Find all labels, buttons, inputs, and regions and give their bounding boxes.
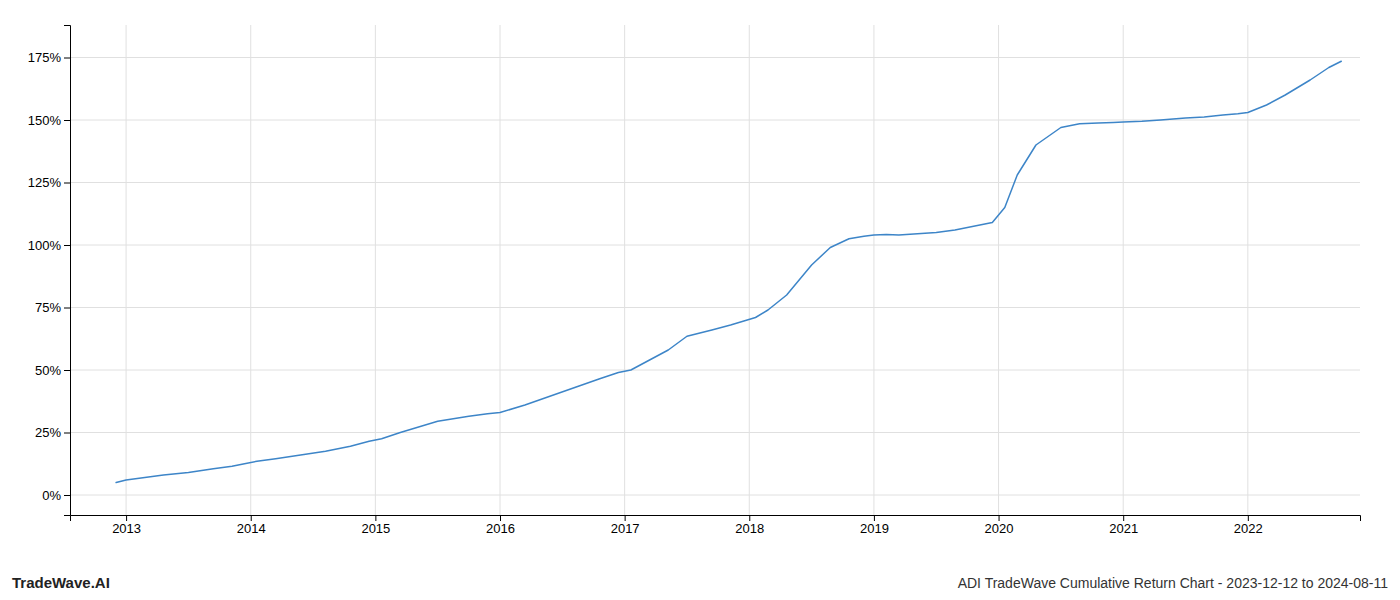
y-tick-label: 175% bbox=[28, 50, 62, 65]
x-tick: 2016 bbox=[486, 515, 515, 536]
y-tick: 150% bbox=[28, 113, 70, 128]
y-tick-mark bbox=[64, 120, 70, 121]
y-tick-mark bbox=[64, 433, 70, 434]
grid-line-x bbox=[1247, 25, 1248, 515]
x-axis-line bbox=[71, 516, 1361, 522]
x-tick-label: 2015 bbox=[361, 521, 390, 536]
x-tick-mark bbox=[500, 515, 501, 521]
x-tick-mark bbox=[874, 515, 875, 521]
x-tick: 2021 bbox=[1109, 515, 1138, 536]
x-tick-mark bbox=[749, 515, 750, 521]
x-tick: 2019 bbox=[860, 515, 889, 536]
x-tick: 2018 bbox=[735, 515, 764, 536]
grid-line-y bbox=[70, 245, 1360, 246]
y-tick: 75% bbox=[35, 300, 70, 315]
x-tick-mark bbox=[1123, 515, 1124, 521]
x-tick-label: 2014 bbox=[237, 521, 266, 536]
y-tick-mark bbox=[64, 183, 70, 184]
line bbox=[116, 61, 1341, 482]
grid-line-x bbox=[998, 25, 999, 515]
x-tick-label: 2013 bbox=[112, 521, 141, 536]
title: ADI TradeWave Cumulative Return Chart - … bbox=[958, 575, 1389, 591]
y-tick: 0% bbox=[42, 488, 70, 503]
y-tick: 50% bbox=[35, 363, 70, 378]
x-tick-label: 2017 bbox=[611, 521, 640, 536]
x-tick: 2022 bbox=[1234, 515, 1263, 536]
y-tick-label: 25% bbox=[35, 425, 61, 440]
grid-line-x bbox=[375, 25, 376, 515]
grid-line-y bbox=[70, 495, 1360, 496]
x-tick-mark bbox=[999, 515, 1000, 521]
y-tick-mark bbox=[64, 495, 70, 496]
y-tick-mark bbox=[64, 308, 70, 309]
grid-line-y bbox=[70, 370, 1360, 371]
grid-line-x bbox=[873, 25, 874, 515]
plot: 2013 2014 2015 2016 2017 2018 2019 2020 2021 2022… bbox=[28, 25, 1361, 536]
y-tick-label: 75% bbox=[35, 300, 61, 315]
grid-line-y bbox=[70, 57, 1360, 58]
x-tick-label: 2019 bbox=[860, 521, 889, 536]
x-tick: 2013 bbox=[112, 515, 141, 536]
y-tick-mark bbox=[64, 370, 70, 371]
grid-line-x bbox=[624, 25, 625, 515]
y-tick-label: 0% bbox=[42, 488, 61, 503]
x-tick-label: 2016 bbox=[486, 521, 515, 536]
y-tick: 25% bbox=[35, 425, 70, 440]
grid-line-x bbox=[126, 25, 127, 515]
grid-line-x bbox=[250, 25, 251, 515]
x-tick-label: 2021 bbox=[1109, 521, 1138, 536]
y-tick: 100% bbox=[28, 238, 70, 253]
x-tick-mark bbox=[375, 515, 376, 521]
grid-line-y bbox=[70, 307, 1360, 308]
x-tick-mark bbox=[126, 515, 127, 521]
grid-line-y bbox=[70, 182, 1360, 183]
grid bbox=[70, 25, 1360, 515]
y-axis-line bbox=[64, 26, 71, 516]
y-tick-mark bbox=[64, 245, 70, 246]
chart: 2013 2014 2015 2016 2017 2018 2019 2020 2021 2022… bbox=[0, 0, 1400, 600]
y-tick: 175% bbox=[28, 50, 70, 65]
y-tick-label: 50% bbox=[35, 363, 61, 378]
y-tick-label: 150% bbox=[28, 113, 62, 128]
grid-line-y bbox=[70, 432, 1360, 433]
y-tick-mark bbox=[64, 58, 70, 59]
grid-line-x bbox=[1123, 25, 1124, 515]
grid-line-x bbox=[500, 25, 501, 515]
x-tick: 2017 bbox=[611, 515, 640, 536]
marks bbox=[116, 61, 1341, 482]
x-tick: 2020 bbox=[985, 515, 1014, 536]
watermark: TradeWave.AI bbox=[12, 574, 110, 591]
x-tick-mark bbox=[625, 515, 626, 521]
x-tick-mark bbox=[1248, 515, 1249, 521]
y-tick-label: 100% bbox=[28, 238, 62, 253]
x-tick-label: 2022 bbox=[1234, 521, 1263, 536]
x-tick: 2014 bbox=[237, 515, 266, 536]
grid-line-x bbox=[749, 25, 750, 515]
x-tick-label: 2020 bbox=[985, 521, 1014, 536]
x-axis: 2013 2014 2015 2016 2017 2018 2019 2020 2021 2022 bbox=[71, 515, 1361, 536]
x-tick-label: 2018 bbox=[735, 521, 764, 536]
y-tick-label: 125% bbox=[28, 175, 62, 190]
x-tick-mark bbox=[251, 515, 252, 521]
x-tick: 2015 bbox=[361, 515, 390, 536]
y-tick: 125% bbox=[28, 175, 70, 190]
y-axis: 0% 25% 50% 75% 100% 125% 150% 175% bbox=[28, 26, 71, 516]
